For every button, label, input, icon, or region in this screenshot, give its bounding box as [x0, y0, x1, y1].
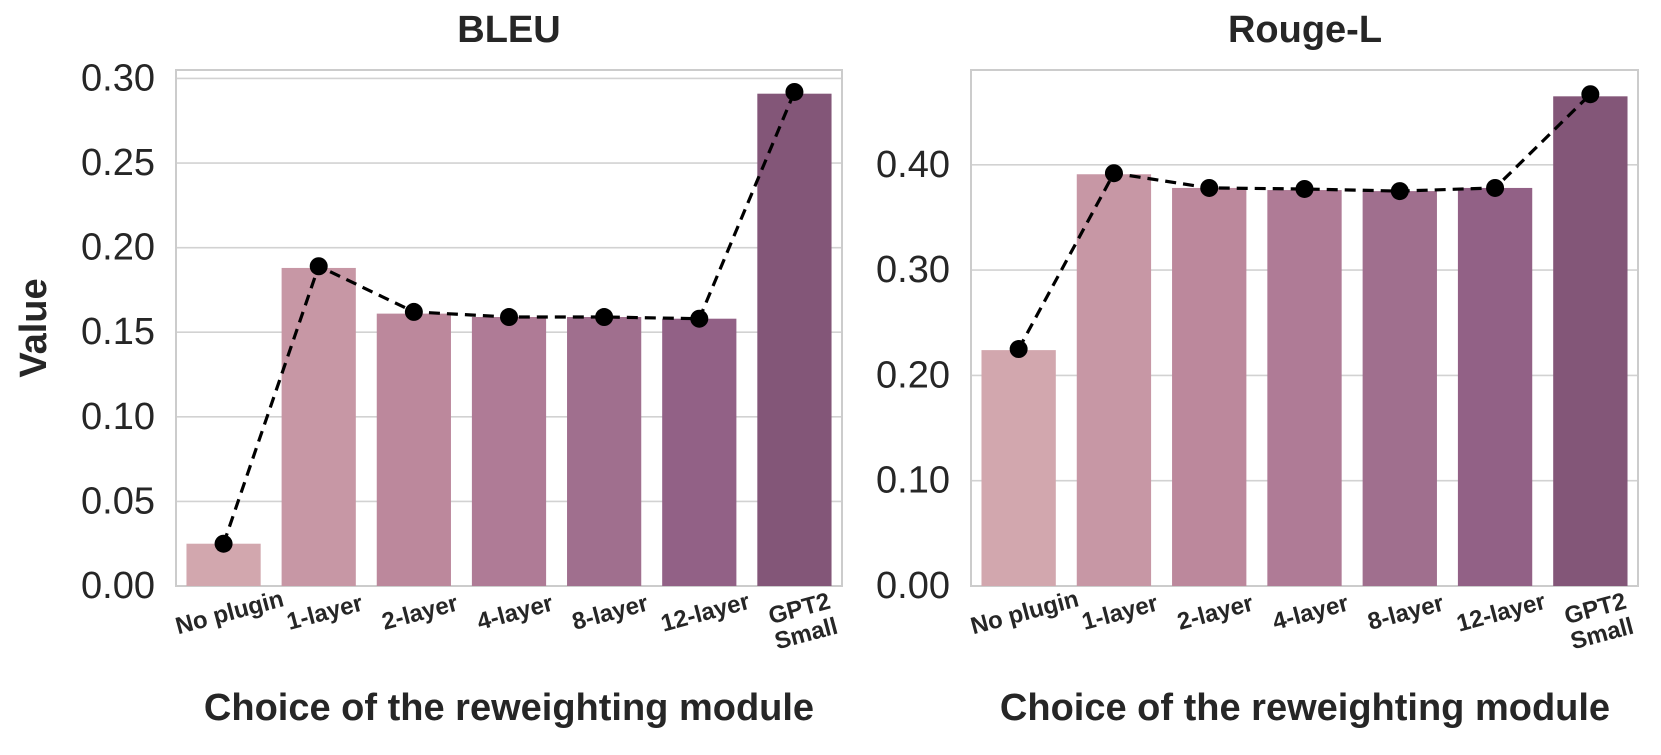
- line-marker: [309, 257, 328, 276]
- line-marker: [1581, 85, 1600, 104]
- y-tick-label: 0.20: [81, 227, 155, 269]
- line-marker: [404, 302, 423, 321]
- bar-no-plugin: [981, 350, 1056, 586]
- x-tick-label: 2-layer: [1174, 590, 1256, 636]
- x-tick-label: No plugin: [968, 585, 1082, 640]
- bar-12-layer: [1457, 187, 1533, 586]
- bar-1-layer: [1076, 174, 1152, 587]
- y-tick-label: 0.30: [81, 57, 155, 99]
- bar-12-layer: [662, 318, 737, 586]
- bar-2-layer: [376, 313, 451, 586]
- y-tick-label: 0.05: [81, 480, 155, 522]
- x-tick-label: 2-layer: [379, 590, 461, 636]
- y-tick-label: 0.00: [876, 565, 950, 607]
- line-marker: [1486, 178, 1505, 197]
- x-tick-label: 1-layer: [1079, 590, 1161, 636]
- y-tick-label: 0.15: [81, 311, 155, 353]
- line-marker: [595, 308, 614, 327]
- y-axis-label: Value: [13, 278, 55, 377]
- x-tick-label: 8-layer: [1365, 590, 1447, 636]
- chart-panel-1: 0.00 0.05 0.10 0.15 0.20 0.25 0.30 No plugin1-l…: [13, 9, 843, 729]
- x-tick-label: 4-layer: [1270, 590, 1352, 636]
- line-marker: [1390, 182, 1409, 201]
- y-tick-label: 0.25: [81, 142, 155, 184]
- bar-2-layer: [1172, 187, 1247, 586]
- y-tick-label: 0.00: [81, 565, 155, 607]
- line-marker: [1009, 340, 1028, 359]
- line-marker: [1104, 164, 1123, 183]
- line-marker: [690, 309, 709, 328]
- bar-gpt2-small: [757, 93, 832, 587]
- y-tick-label: 0.20: [876, 354, 950, 396]
- x-tick-label: 12-layer: [1454, 588, 1549, 638]
- y-tick-label: 0.40: [876, 144, 950, 186]
- x-axis-label: Choice of the reweighting module: [1000, 687, 1610, 729]
- bar-gpt2-small: [1553, 96, 1628, 586]
- x-axis-label: Choice of the reweighting module: [204, 687, 814, 729]
- bar-8-layer: [1362, 191, 1437, 586]
- line-marker: [785, 82, 804, 101]
- x-tick-label: 12-layer: [658, 588, 753, 638]
- y-tick-label: 0.10: [876, 460, 950, 502]
- x-tick-label: No plugin: [173, 585, 287, 640]
- bar-8-layer: [567, 317, 642, 586]
- line-marker: [1200, 178, 1219, 197]
- x-tick-label: GPT2Small: [1561, 588, 1637, 656]
- chart-title: BLEU: [457, 9, 560, 51]
- line-marker: [214, 534, 233, 553]
- x-tick-label: 8-layer: [569, 590, 651, 636]
- line-marker: [1295, 179, 1314, 198]
- bar-1-layer: [281, 267, 356, 586]
- bar-4-layer: [471, 317, 547, 586]
- chart-title: Rouge-L: [1228, 9, 1382, 51]
- x-tick-label: 1-layer: [284, 590, 366, 636]
- bar-4-layer: [1267, 190, 1342, 586]
- y-tick-label: 0.10: [81, 396, 155, 438]
- x-tick-label: 4-layer: [474, 590, 556, 636]
- y-tick-label: 0.30: [876, 249, 950, 291]
- line-marker: [500, 308, 518, 327]
- x-tick-label: GPT2Small: [765, 588, 841, 656]
